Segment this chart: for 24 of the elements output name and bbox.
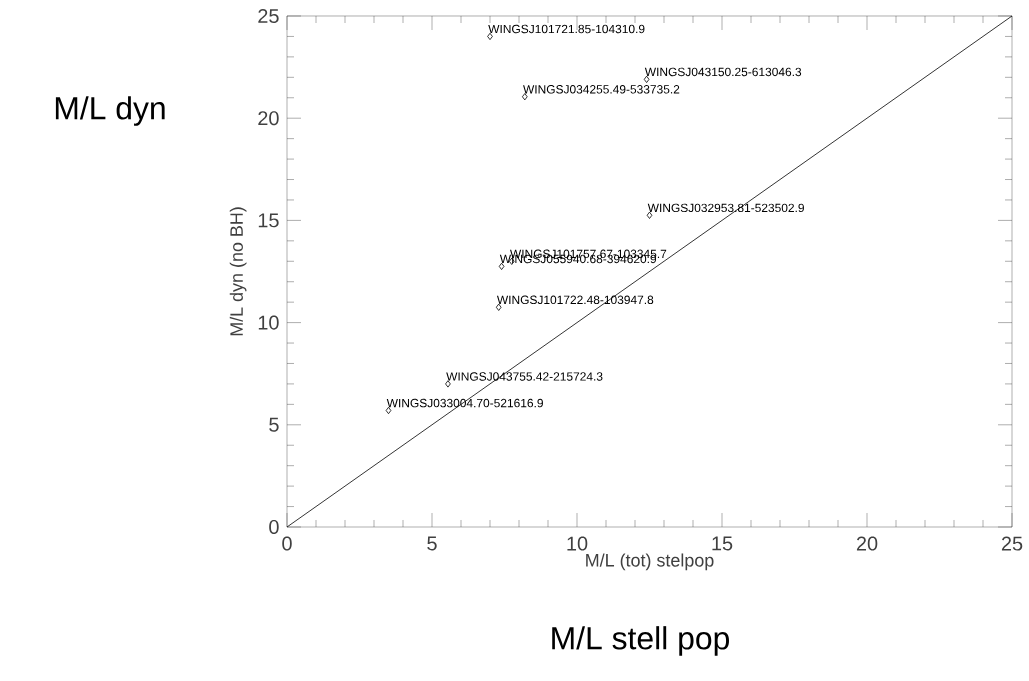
y-tick-label: 5	[269, 417, 279, 432]
point	[495, 303, 502, 311]
x-tick-label: 5	[427, 536, 437, 551]
x-axis-title: M/L (tot) stelpop	[586, 553, 714, 571]
y-tick-label: 15	[258, 213, 279, 228]
x-tick-label: 20	[856, 536, 878, 551]
annotation: WINGSJ033004.70-521616.9	[386, 398, 543, 408]
annotation: WINGSJ034255.49-533735.2	[523, 85, 680, 94]
y-tick-label: 25	[258, 8, 279, 24]
annotation: WINGSJ101721.85-104310.9	[488, 24, 645, 34]
y-tick-label: 20	[258, 111, 279, 126]
text: M/L stell pop	[552, 626, 729, 656]
y-tick-label: 0	[269, 519, 279, 535]
x-tick-label: 10	[567, 536, 588, 551]
point	[646, 211, 653, 219]
x-tick-label: 25	[1001, 536, 1023, 551]
x-tick-label: 0	[282, 536, 292, 551]
annotation: WINGSJ043150.25-613046.3	[644, 67, 802, 77]
annotation: WINGSJ032953.81-523502.9	[647, 203, 804, 213]
annotation: WINGSJ101722.48-103947.8	[496, 295, 654, 305]
text: M/L dyn	[55, 96, 165, 126]
x-tick-label: 15	[712, 536, 733, 551]
y-axis-title: M/L dyn (no BH)	[229, 207, 247, 336]
y-tick-label: 10	[258, 315, 279, 330]
